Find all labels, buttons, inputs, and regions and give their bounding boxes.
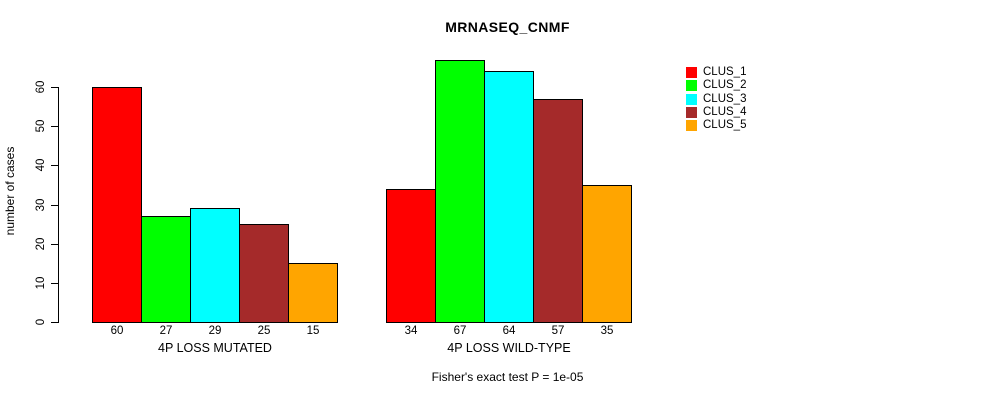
y-axis-tick-label: 30 <box>35 198 47 212</box>
bar-clus_3 <box>484 71 534 323</box>
bar-value-label: 64 <box>502 325 516 337</box>
legend-item: CLUS_3 <box>686 93 776 106</box>
y-axis-tick <box>51 87 59 88</box>
bar-clus_3 <box>190 208 240 323</box>
legend-label: CLUS_3 <box>703 92 747 105</box>
bar-clus_1 <box>92 87 142 323</box>
legend-label: CLUS_5 <box>703 119 747 132</box>
bar-clus_1 <box>386 189 436 323</box>
category-label: 4P LOSS MUTATED <box>158 341 272 355</box>
chart-title: MRNASEQ_CNMF <box>445 19 570 35</box>
legend-label: CLUS_2 <box>703 79 747 92</box>
y-axis-tick-label: 50 <box>35 119 47 133</box>
legend-swatch-clus_4 <box>686 106 697 118</box>
y-axis-tick <box>51 244 59 245</box>
bar-clus_5 <box>288 263 338 323</box>
y-axis-tick <box>51 283 59 284</box>
bar-clus_2 <box>141 216 191 323</box>
legend-swatch-clus_2 <box>686 80 697 92</box>
bar-value-label: 67 <box>453 325 467 337</box>
legend-swatch-clus_1 <box>686 67 697 78</box>
bar-clus_4 <box>533 99 583 323</box>
legend-swatch-clus_3 <box>686 93 697 105</box>
bar-clus_4 <box>239 224 289 323</box>
y-axis-tick-label: 0 <box>35 318 47 326</box>
bar-value-label: 15 <box>306 325 320 337</box>
bar-value-label: 27 <box>159 325 173 337</box>
y-axis-label: number of cases <box>3 146 17 236</box>
legend-item: CLUS_5 <box>686 119 776 132</box>
category-label: 4P LOSS WILD-TYPE <box>447 341 571 355</box>
legend-item: CLUS_1 <box>686 66 776 79</box>
bar-value-label: 60 <box>110 325 124 337</box>
bar-value-label: 57 <box>551 325 565 337</box>
y-axis-tick <box>51 126 59 127</box>
y-axis-tick <box>51 165 59 166</box>
legend-item: CLUS_2 <box>686 79 776 92</box>
bar-value-label: 35 <box>600 325 614 337</box>
legend-label: CLUS_4 <box>703 105 747 118</box>
bar-value-label: 25 <box>257 325 271 337</box>
legend-swatch-clus_5 <box>686 120 697 132</box>
legend-label: CLUS_1 <box>703 66 747 78</box>
y-axis-tick-label: 60 <box>35 80 47 94</box>
fisher-test-footnote: Fisher's exact test P = 1e-05 <box>431 370 584 384</box>
y-axis-tick <box>51 322 59 323</box>
y-axis-tick-label: 20 <box>35 237 47 251</box>
y-axis-tick-label: 10 <box>35 276 47 290</box>
bar-value-label: 29 <box>208 325 222 337</box>
bar-value-label: 34 <box>404 325 418 337</box>
bar-clus_2 <box>435 60 485 323</box>
bar-clus_5 <box>582 185 632 323</box>
y-axis-tick-label: 40 <box>35 158 47 172</box>
legend-item: CLUS_4 <box>686 106 776 119</box>
y-axis-tick <box>51 205 59 206</box>
